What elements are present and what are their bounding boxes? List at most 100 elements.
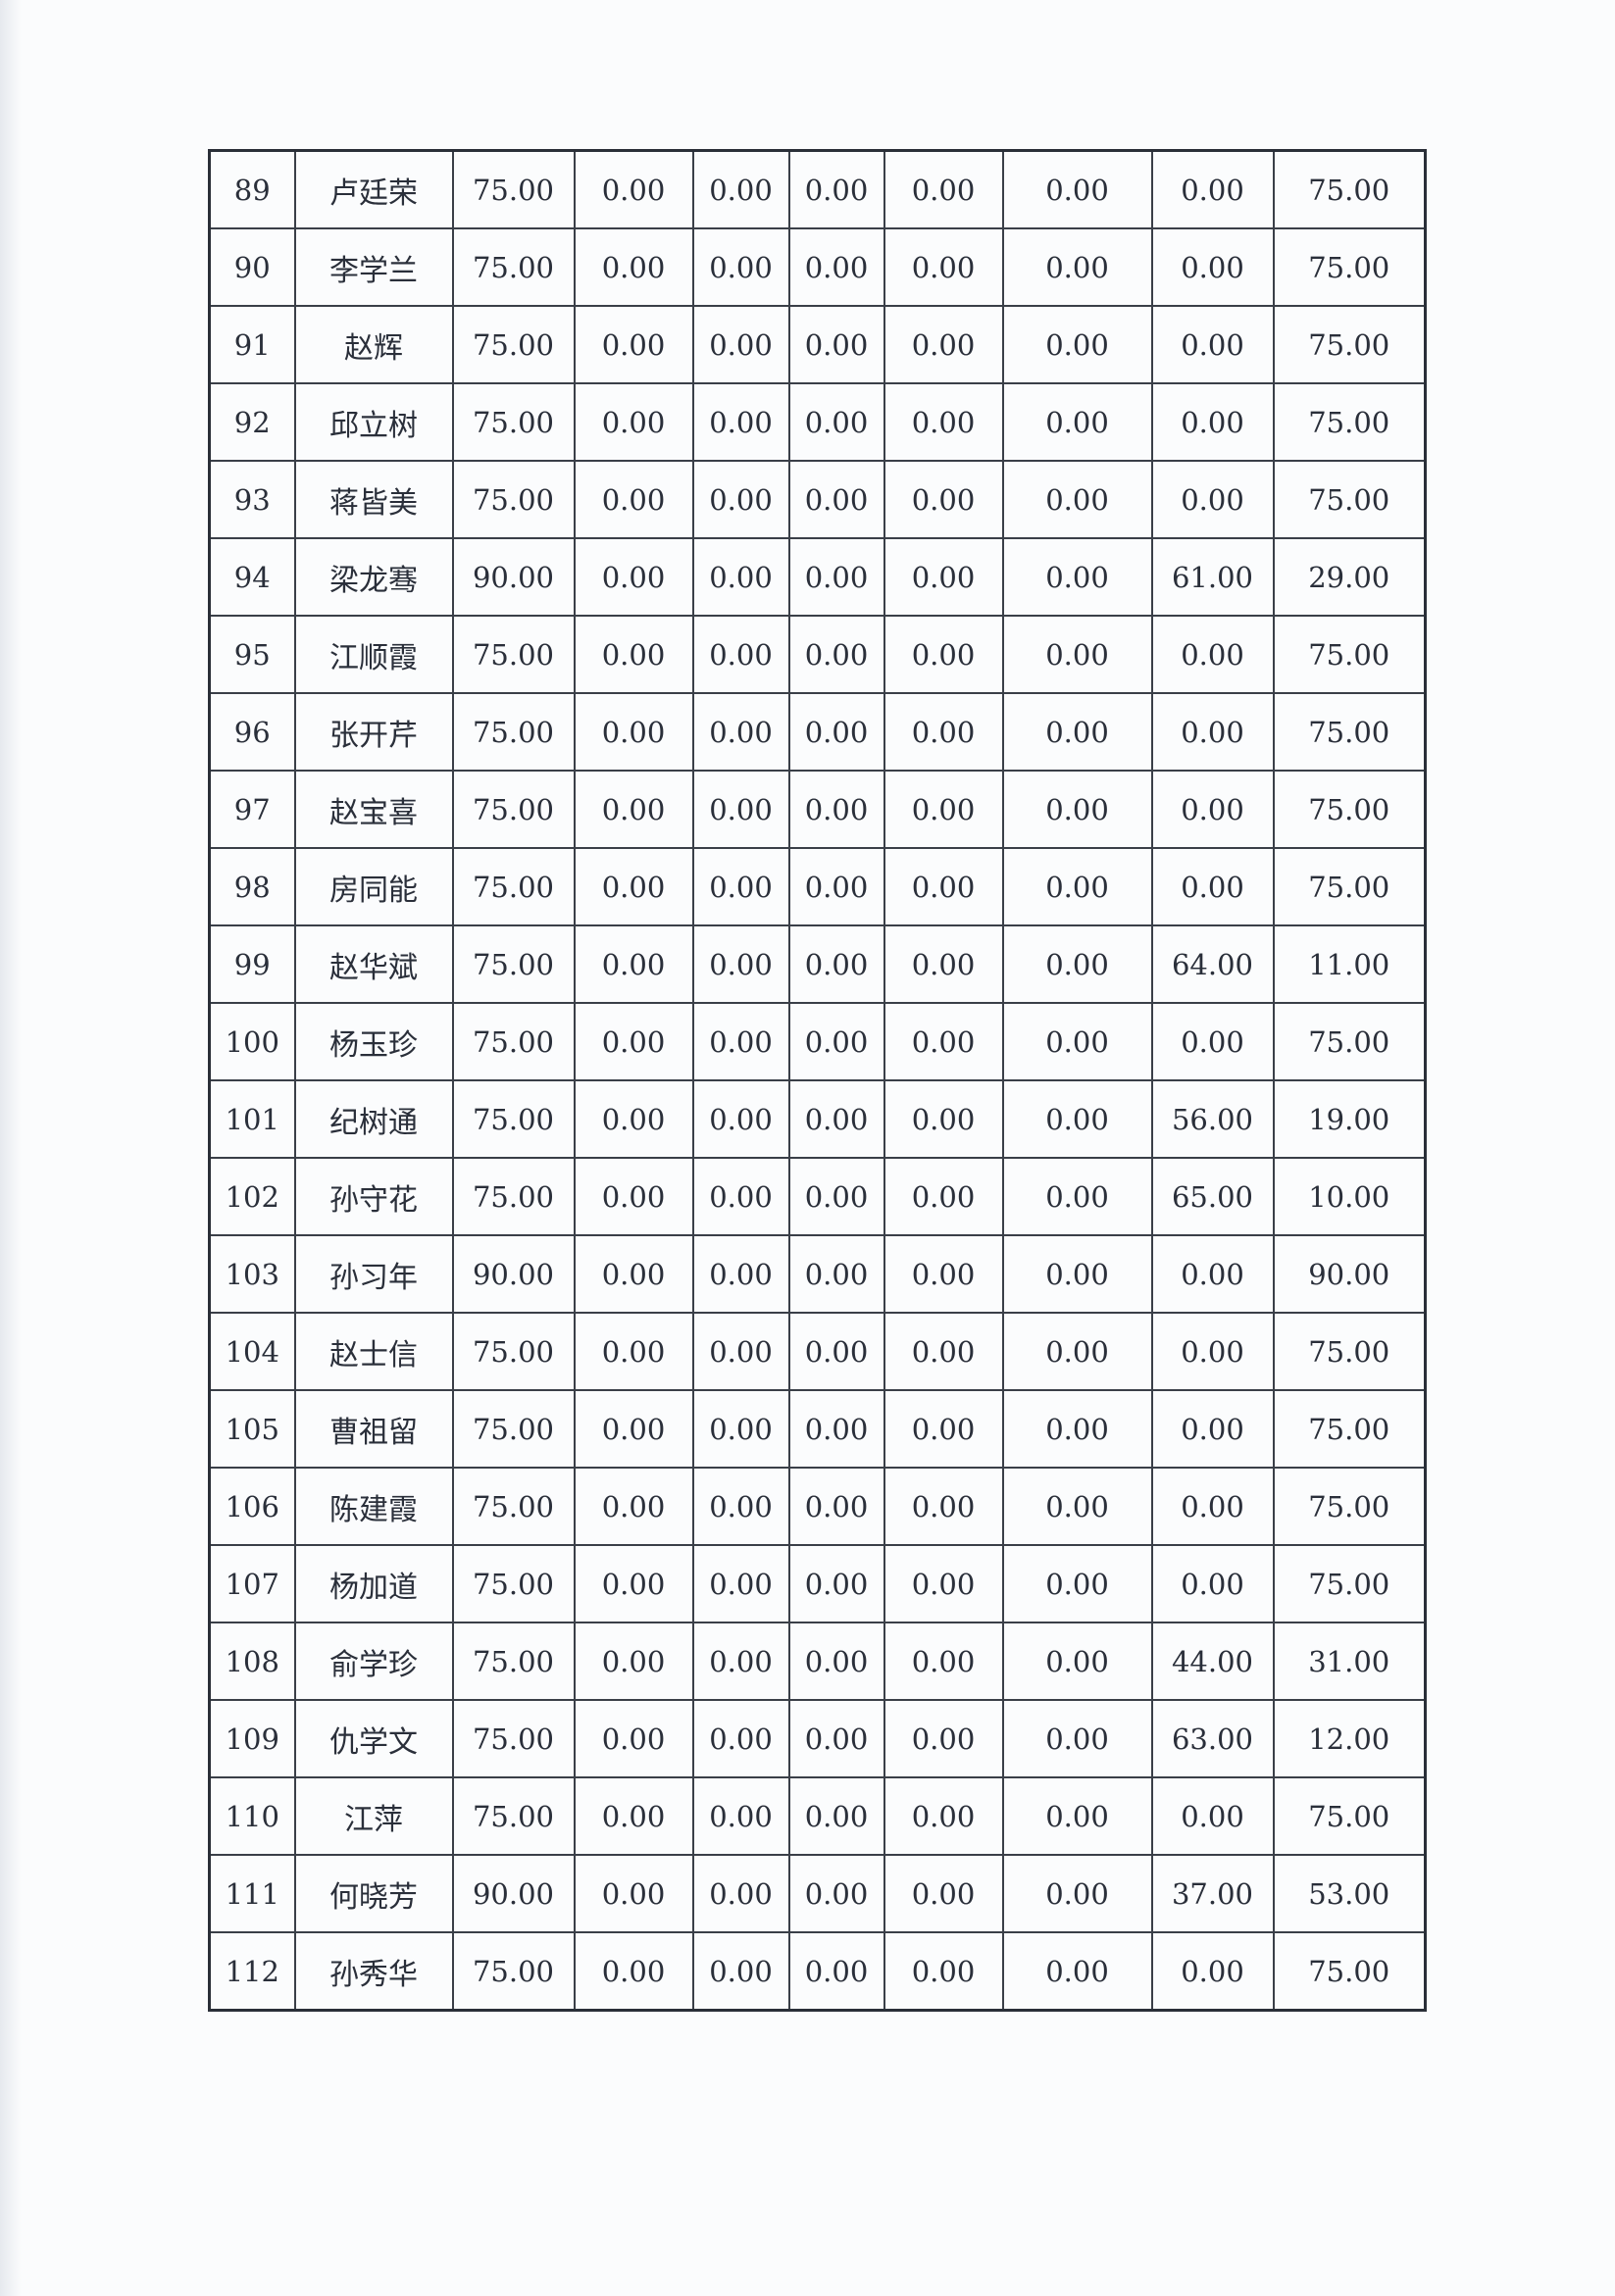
amount-4-cell: 0.00 [787, 1776, 885, 1856]
amount-5-cell: 0.00 [883, 1931, 1004, 2012]
table-row: 94 梁龙骞 90.00 0.00 0.00 0.00 0.00 0.00 61.00 29.00 [208, 537, 1427, 617]
net-amount-cell: 29.00 [1272, 537, 1427, 617]
net-amount-cell: 11.00 [1272, 924, 1427, 1004]
row-number-cell: 110 [208, 1776, 296, 1856]
amount-6-cell: 0.00 [1001, 1776, 1153, 1856]
amount-3-cell: 0.00 [691, 1622, 790, 1701]
amount-6-cell: 0.00 [1001, 1544, 1153, 1623]
amount-3-cell: 0.00 [691, 770, 790, 849]
amount-5-cell: 0.00 [883, 615, 1004, 694]
amount-4-cell: 0.00 [787, 305, 885, 384]
row-number-cell: 107 [208, 1544, 296, 1623]
deduction-cell: 0.00 [1150, 1002, 1275, 1081]
amount-4-cell: 0.00 [787, 1234, 885, 1314]
amount-2-cell: 0.00 [573, 924, 694, 1004]
table-row: 95 江顺霞 75.00 0.00 0.00 0.00 0.00 0.00 0.00 75.00 [208, 615, 1427, 694]
deduction-cell: 0.00 [1150, 770, 1275, 849]
amount-2-cell: 0.00 [573, 382, 694, 462]
table-row: 103 孙习年 90.00 0.00 0.00 0.00 0.00 0.00 0.00 90.00 [208, 1234, 1427, 1314]
amount-6-cell: 0.00 [1001, 692, 1153, 772]
amount-3-cell: 0.00 [691, 460, 790, 539]
amount-2-cell: 0.00 [573, 460, 694, 539]
table-row: 102 孙守花 75.00 0.00 0.00 0.00 0.00 0.00 65.00 10.0… [208, 1157, 1427, 1236]
table-row: 92 邱立树 75.00 0.00 0.00 0.00 0.00 0.00 0.00 75.00 [208, 382, 1427, 462]
deduction-cell: 0.00 [1150, 1467, 1275, 1546]
name-cell: 曹祖留 [293, 1389, 454, 1469]
amount-1-cell: 75.00 [451, 615, 576, 694]
amount-1-cell: 75.00 [451, 149, 576, 229]
amount-1-cell: 75.00 [451, 1699, 576, 1778]
deduction-cell: 65.00 [1150, 1157, 1275, 1236]
amount-2-cell: 0.00 [573, 1931, 694, 2012]
table-row: 111 何晓芳 90.00 0.00 0.00 0.00 0.00 0.00 37.00 53.0… [208, 1854, 1427, 1933]
row-number-cell: 102 [208, 1157, 296, 1236]
amount-4-cell: 0.00 [787, 1467, 885, 1546]
amount-3-cell: 0.00 [691, 1467, 790, 1546]
deduction-cell: 0.00 [1150, 692, 1275, 772]
net-amount-cell: 10.00 [1272, 1157, 1427, 1236]
amount-5-cell: 0.00 [883, 1622, 1004, 1701]
deduction-cell: 0.00 [1150, 1389, 1275, 1469]
name-cell: 梁龙骞 [293, 537, 454, 617]
name-cell: 赵辉 [293, 305, 454, 384]
table-row: 90 李学兰 75.00 0.00 0.00 0.00 0.00 0.00 0.00 75.00 [208, 227, 1427, 307]
name-cell: 卢廷荣 [293, 149, 454, 229]
net-amount-cell: 31.00 [1272, 1622, 1427, 1701]
table-row: 101 纪树通 75.00 0.00 0.00 0.00 0.00 0.00 56.00 19.0… [208, 1079, 1427, 1159]
amount-4-cell: 0.00 [787, 1002, 885, 1081]
amount-4-cell: 0.00 [787, 149, 885, 229]
row-number-cell: 100 [208, 1002, 296, 1081]
amount-5-cell: 0.00 [883, 149, 1004, 229]
amount-6-cell: 0.00 [1001, 1854, 1153, 1933]
name-cell: 孙习年 [293, 1234, 454, 1314]
row-number-cell: 104 [208, 1312, 296, 1391]
row-number-cell: 105 [208, 1389, 296, 1469]
amount-1-cell: 75.00 [451, 460, 576, 539]
amount-5-cell: 0.00 [883, 1854, 1004, 1933]
row-number-cell: 103 [208, 1234, 296, 1314]
amount-1-cell: 75.00 [451, 227, 576, 307]
amount-2-cell: 0.00 [573, 1776, 694, 1856]
table-row: 105 曹祖留 75.00 0.00 0.00 0.00 0.00 0.00 0.00 75.00 [208, 1389, 1427, 1469]
deduction-cell: 0.00 [1150, 1776, 1275, 1856]
amount-3-cell: 0.00 [691, 1389, 790, 1469]
scan-edge-shadow [0, 0, 22, 2296]
amount-3-cell: 0.00 [691, 847, 790, 926]
name-cell: 房同能 [293, 847, 454, 926]
row-number-cell: 99 [208, 924, 296, 1004]
amount-1-cell: 90.00 [451, 1854, 576, 1933]
net-amount-cell: 75.00 [1272, 1467, 1427, 1546]
net-amount-cell: 19.00 [1272, 1079, 1427, 1159]
amount-2-cell: 0.00 [573, 1234, 694, 1314]
name-cell: 俞学珍 [293, 1622, 454, 1701]
net-amount-cell: 75.00 [1272, 1389, 1427, 1469]
amount-6-cell: 0.00 [1001, 382, 1153, 462]
amount-6-cell: 0.00 [1001, 770, 1153, 849]
amount-5-cell: 0.00 [883, 924, 1004, 1004]
amount-6-cell: 0.00 [1001, 1622, 1153, 1701]
table-row: 107 杨加道 75.00 0.00 0.00 0.00 0.00 0.00 0.00 75.00 [208, 1544, 1427, 1623]
amount-6-cell: 0.00 [1001, 227, 1153, 307]
deduction-cell: 61.00 [1150, 537, 1275, 617]
name-cell: 江萍 [293, 1776, 454, 1856]
amount-3-cell: 0.00 [691, 382, 790, 462]
deduction-cell: 56.00 [1150, 1079, 1275, 1159]
amount-5-cell: 0.00 [883, 1389, 1004, 1469]
amount-3-cell: 0.00 [691, 1776, 790, 1856]
net-amount-cell: 75.00 [1272, 227, 1427, 307]
amount-2-cell: 0.00 [573, 1312, 694, 1391]
amount-5-cell: 0.00 [883, 382, 1004, 462]
deduction-cell: 0.00 [1150, 305, 1275, 384]
net-amount-cell: 75.00 [1272, 305, 1427, 384]
amount-6-cell: 0.00 [1001, 1467, 1153, 1546]
amount-5-cell: 0.00 [883, 770, 1004, 849]
row-number-cell: 106 [208, 1467, 296, 1546]
net-amount-cell: 75.00 [1272, 382, 1427, 462]
net-amount-cell: 90.00 [1272, 1234, 1427, 1314]
amount-6-cell: 0.00 [1001, 1157, 1153, 1236]
amount-5-cell: 0.00 [883, 1234, 1004, 1314]
amount-6-cell: 0.00 [1001, 615, 1153, 694]
deduction-cell: 0.00 [1150, 1544, 1275, 1623]
deduction-cell: 0.00 [1150, 1234, 1275, 1314]
deduction-cell: 44.00 [1150, 1622, 1275, 1701]
